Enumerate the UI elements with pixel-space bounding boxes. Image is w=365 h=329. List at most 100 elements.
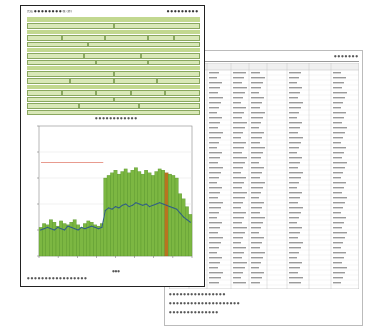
table-cell-value bbox=[251, 137, 262, 139]
table-cell-value bbox=[209, 222, 222, 224]
table-cell-value bbox=[289, 217, 299, 219]
chart-bar bbox=[151, 175, 155, 257]
trend-point bbox=[111, 208, 113, 210]
trend-point bbox=[148, 206, 151, 208]
table-cell-value bbox=[333, 257, 344, 259]
table-cell-value bbox=[333, 117, 344, 119]
trend-point bbox=[165, 204, 168, 206]
form-field-cell bbox=[27, 78, 71, 84]
chart-bar bbox=[120, 171, 125, 257]
form-field-cell bbox=[27, 103, 79, 109]
table-cell-value bbox=[333, 232, 347, 234]
table-cell-value bbox=[251, 267, 259, 269]
table-cell-value bbox=[209, 72, 219, 74]
table-cell-value bbox=[233, 142, 246, 144]
table-cell-value bbox=[251, 182, 265, 184]
table-cell-value bbox=[251, 127, 259, 129]
table-cell-value bbox=[289, 97, 298, 99]
table-cell-value bbox=[333, 227, 342, 229]
table-cell-value bbox=[289, 262, 302, 264]
form-section-band bbox=[27, 30, 200, 34]
form-field-cell bbox=[174, 35, 200, 41]
chart-bar bbox=[137, 171, 142, 257]
form-field-cell bbox=[87, 42, 200, 47]
table-cell-value bbox=[289, 242, 303, 244]
table-cell-value bbox=[333, 92, 347, 94]
table-cell-value bbox=[209, 152, 222, 154]
table-cell-value bbox=[209, 132, 223, 134]
table-cell-value bbox=[209, 122, 220, 124]
table-cell-value bbox=[233, 107, 246, 109]
x-axis-label: ●●● bbox=[112, 270, 120, 273]
table-cell-value bbox=[251, 82, 263, 84]
table-cell-value bbox=[209, 192, 220, 194]
table-cell-value bbox=[289, 222, 297, 224]
table-cell-value bbox=[233, 242, 241, 244]
form-field-cell bbox=[61, 90, 97, 96]
form-field-cell bbox=[70, 78, 114, 84]
table-cell-value bbox=[233, 192, 247, 194]
table-cell-value bbox=[233, 152, 242, 154]
trend-point bbox=[145, 203, 147, 205]
chart-bar bbox=[168, 173, 172, 257]
chart-bar bbox=[38, 227, 43, 257]
chart-bar bbox=[174, 177, 179, 257]
table-cell-value bbox=[333, 207, 343, 209]
form-field-cell bbox=[130, 90, 166, 96]
table-cell-value bbox=[209, 157, 220, 159]
trend-point bbox=[40, 229, 42, 231]
chart-bar bbox=[127, 172, 131, 257]
table-cell-value bbox=[333, 147, 346, 149]
form-field-cell bbox=[113, 23, 200, 29]
table-cell-value bbox=[289, 267, 300, 269]
trend-point bbox=[118, 207, 120, 209]
table-cell-value bbox=[333, 187, 344, 189]
chart-bar bbox=[113, 170, 118, 257]
table-cell-value bbox=[209, 227, 220, 229]
form-field-cell bbox=[96, 60, 149, 65]
table-cell-value bbox=[209, 92, 218, 94]
trend-point bbox=[186, 219, 188, 221]
table-cell-value bbox=[233, 222, 242, 224]
table-cell-value bbox=[209, 167, 223, 169]
table-cell-value bbox=[251, 232, 259, 234]
table-cell-value bbox=[233, 172, 241, 174]
table-cell-value bbox=[251, 272, 264, 274]
table-cell-value bbox=[209, 102, 221, 104]
table-cell-value bbox=[233, 212, 246, 214]
trend-point bbox=[74, 228, 76, 230]
table-cell-value bbox=[289, 252, 299, 254]
trend-point bbox=[53, 229, 55, 231]
table-cell-value bbox=[209, 97, 223, 99]
table-cell-value bbox=[251, 257, 263, 259]
table-cell-value bbox=[209, 137, 221, 139]
table-cell-value bbox=[209, 77, 217, 79]
form-field-cell bbox=[61, 35, 105, 41]
table-cell-value bbox=[233, 227, 247, 229]
table-cell-value bbox=[209, 107, 219, 109]
table-cell-value bbox=[333, 127, 347, 129]
table-cell-value bbox=[251, 97, 264, 99]
chart-bar bbox=[178, 193, 182, 257]
table-cell-value bbox=[289, 117, 297, 119]
table-cell-value bbox=[251, 102, 262, 104]
front-document-page: 氏名 ● ● ● ● ● ● ● ● 様 (男) ● ● ● ● ● ● ● ●… bbox=[20, 5, 205, 287]
table-cell-value bbox=[333, 237, 345, 239]
chart-bar bbox=[147, 172, 152, 257]
trend-point bbox=[77, 229, 79, 231]
trend-point bbox=[125, 203, 127, 205]
table-cell-value bbox=[333, 172, 343, 174]
table-cell-value bbox=[289, 92, 300, 94]
table-cell-value bbox=[289, 107, 301, 109]
table-cell-value bbox=[233, 147, 244, 149]
form-field-cell bbox=[156, 78, 200, 84]
trend-point bbox=[50, 228, 52, 230]
trend-point bbox=[128, 206, 130, 208]
table-cell-value bbox=[251, 107, 260, 109]
table-cell-value bbox=[333, 247, 341, 249]
form-field-cell bbox=[113, 71, 200, 77]
trend-point bbox=[121, 204, 123, 206]
table-cell-value bbox=[209, 217, 217, 219]
table-cell-value bbox=[333, 197, 347, 199]
table-cell-value bbox=[289, 142, 301, 144]
